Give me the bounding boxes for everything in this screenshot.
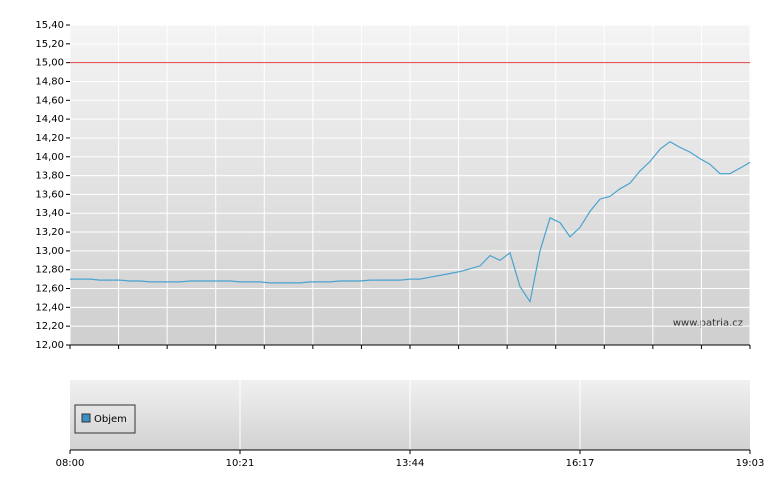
watermark: www.patria.cz	[673, 318, 743, 329]
y-tick-label: 13,60	[35, 189, 64, 200]
x-tick-label: 08:00	[56, 458, 85, 469]
x-tick-label: 10:21	[226, 458, 255, 469]
y-tick-label: 15,40	[35, 20, 64, 31]
x-tick-label: 16:17	[566, 458, 595, 469]
legend-swatch	[81, 413, 91, 423]
y-tick-label: 14,60	[35, 95, 64, 106]
x-tick-label: 13:44	[396, 458, 425, 469]
y-tick-label: 12,00	[35, 340, 64, 351]
y-tick-label: 12,40	[35, 302, 64, 313]
y-tick-label: 12,60	[35, 284, 64, 295]
y-tick-label: 13,00	[35, 246, 64, 257]
y-tick-label: 12,20	[35, 321, 64, 332]
y-tick-label: 13,20	[35, 227, 64, 238]
y-tick-label: 13,40	[35, 208, 64, 219]
y-tick-label: 15,00	[35, 58, 64, 69]
y-tick-label: 14,40	[35, 114, 64, 125]
y-tick-label: 14,00	[35, 152, 64, 163]
price-line	[70, 140, 751, 304]
x-tick-label: 19:03	[736, 458, 765, 469]
y-tick-label: 15,20	[35, 39, 64, 50]
y-tick-label: 14,80	[35, 76, 64, 87]
legend-label: Objem	[94, 414, 127, 425]
y-tick-label: 14,20	[35, 133, 64, 144]
legend-box	[74, 404, 136, 434]
y-tick-label: 13,80	[35, 171, 64, 182]
y-tick-label: 12,80	[35, 265, 64, 276]
